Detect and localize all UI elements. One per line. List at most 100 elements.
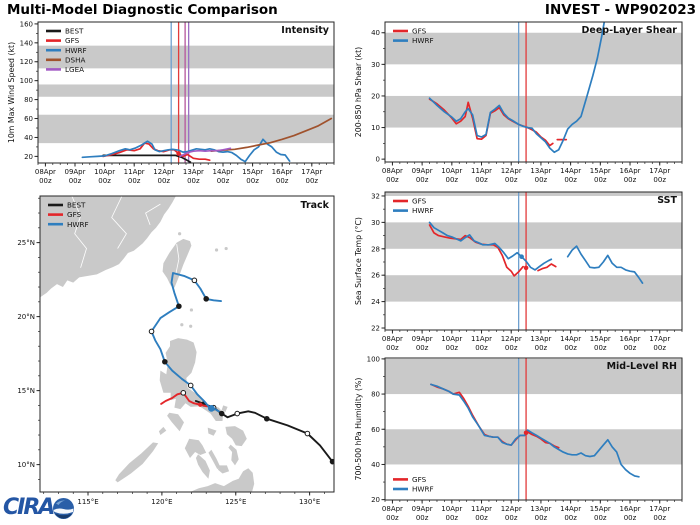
- svg-text:HWRF: HWRF: [67, 220, 89, 229]
- panel-track-map: 115°E 120°E 125°E 130°E 10°N 15°N 20°N 25°N Trac…: [17, 195, 335, 506]
- admin-border: [175, 244, 180, 274]
- track-fix-filled: [203, 296, 210, 302]
- svg-text:DSHA: DSHA: [65, 55, 86, 64]
- land-cebu: [208, 449, 221, 470]
- land-bohol: [218, 465, 230, 474]
- land-panay: [184, 438, 207, 458]
- svg-text:80: 80: [371, 391, 380, 399]
- svg-text:00z: 00z: [446, 344, 459, 352]
- invest-title: INVEST - WP902023: [544, 2, 696, 18]
- svg-text:00z: 00z: [535, 344, 548, 352]
- x-axis-shear: 08Apr00z09Apr00z10Apr00z11Apr00z12Apr00z…: [382, 162, 683, 184]
- svg-text:17Apr: 17Apr: [301, 168, 322, 176]
- svg-text:BEST: BEST: [65, 27, 84, 36]
- svg-text:LGEA: LGEA: [65, 65, 84, 74]
- svg-text:08Apr: 08Apr: [382, 335, 403, 343]
- init-marker: [519, 254, 524, 260]
- land-luzon: [159, 338, 224, 421]
- svg-text:14Apr: 14Apr: [212, 168, 233, 176]
- svg-text:14Apr: 14Apr: [560, 335, 581, 343]
- small-island: [180, 323, 184, 327]
- svg-text:60: 60: [371, 426, 380, 434]
- series-hwrf-shear: [428, 22, 606, 154]
- svg-text:30: 30: [371, 219, 380, 227]
- svg-text:24: 24: [371, 298, 380, 306]
- svg-text:20: 20: [371, 92, 380, 100]
- category-band: [38, 114, 334, 144]
- svg-text:0: 0: [376, 156, 380, 164]
- svg-text:00z: 00z: [98, 177, 111, 185]
- svg-text:10Apr: 10Apr: [441, 167, 462, 175]
- svg-text:17Apr: 17Apr: [649, 335, 670, 343]
- y-axis-label: Sea Surface Temp (°C): [354, 217, 363, 305]
- svg-text:13Apr: 13Apr: [530, 505, 551, 513]
- category-band: [385, 32, 682, 65]
- svg-text:100: 100: [367, 355, 380, 363]
- svg-text:17Apr: 17Apr: [649, 167, 670, 175]
- admin-border: [111, 196, 127, 249]
- track-start-blob: [207, 404, 215, 412]
- small-island: [189, 324, 193, 328]
- svg-text:11Apr: 11Apr: [471, 167, 492, 175]
- svg-text:12Apr: 12Apr: [501, 505, 522, 513]
- svg-text:00z: 00z: [564, 514, 577, 522]
- svg-text:160: 160: [20, 20, 33, 28]
- y-axis-label: 200-850 hPa Shear (kt): [354, 47, 363, 137]
- svg-text:15Apr: 15Apr: [590, 505, 611, 513]
- svg-text:00z: 00z: [653, 176, 666, 184]
- svg-text:HWRF: HWRF: [412, 206, 434, 215]
- svg-text:GFS: GFS: [412, 197, 427, 206]
- y-axis-sst: 22 24 26 28 30 32: [371, 192, 385, 333]
- svg-text:20: 20: [371, 496, 380, 504]
- svg-text:GFS: GFS: [412, 475, 427, 484]
- svg-text:00z: 00z: [653, 514, 666, 522]
- svg-text:12Apr: 12Apr: [501, 167, 522, 175]
- init-marker: [523, 430, 529, 436]
- svg-text:GFS: GFS: [67, 210, 82, 219]
- svg-text:09Apr: 09Apr: [64, 168, 85, 176]
- track-fix-open: [180, 390, 187, 396]
- land-busuanga: [158, 426, 167, 435]
- cira-logo-text: CIRA: [3, 495, 55, 520]
- y-axis-label: 10m Max Wind Speed (kt): [7, 42, 16, 143]
- svg-text:16Apr: 16Apr: [620, 505, 641, 513]
- init-marker: [523, 265, 529, 271]
- svg-text:00z: 00z: [386, 514, 399, 522]
- track-fix-open: [187, 382, 194, 389]
- x-axis-sst: 08Apr00z09Apr00z10Apr00z11Apr00z12Apr00z…: [382, 330, 683, 352]
- category-band: [385, 222, 682, 249]
- svg-text:80: 80: [24, 96, 33, 104]
- land-masbate: [207, 427, 217, 436]
- svg-text:25°N: 25°N: [17, 239, 35, 247]
- track-hwrf: [148, 272, 222, 413]
- track-fix-open: [148, 328, 155, 335]
- panel-intensity: 08Apr00z09Apr00z10Apr00z11Apr00z12Apr00z…: [7, 20, 335, 185]
- panel-label: Deep-Layer Shear: [582, 25, 678, 36]
- svg-text:20°N: 20°N: [17, 313, 35, 321]
- svg-text:00z: 00z: [594, 514, 607, 522]
- admin-border: [71, 196, 87, 268]
- init-marker: [176, 151, 181, 156]
- panel-label: Track: [301, 200, 330, 211]
- land-catanduanes: [221, 405, 228, 413]
- svg-text:HWRF: HWRF: [65, 46, 87, 55]
- svg-text:00z: 00z: [416, 514, 429, 522]
- svg-text:17Apr: 17Apr: [649, 505, 670, 513]
- svg-text:40: 40: [371, 461, 380, 469]
- svg-text:40: 40: [371, 29, 380, 37]
- track-fix-open: [234, 410, 241, 417]
- svg-text:30: 30: [371, 61, 380, 69]
- land-samar: [225, 426, 247, 447]
- svg-text:125°E: 125°E: [225, 498, 246, 506]
- svg-text:00z: 00z: [653, 344, 666, 352]
- panel-shear: 08Apr00z09Apr00z10Apr00z11Apr00z12Apr00z…: [354, 21, 683, 184]
- panel-label: Mid-Level RH: [607, 361, 677, 372]
- svg-text:00z: 00z: [386, 344, 399, 352]
- plot-border: [39, 195, 335, 493]
- svg-text:32: 32: [371, 192, 380, 200]
- svg-text:16Apr: 16Apr: [620, 335, 641, 343]
- svg-text:120: 120: [20, 58, 33, 66]
- land-mindoro: [167, 412, 184, 432]
